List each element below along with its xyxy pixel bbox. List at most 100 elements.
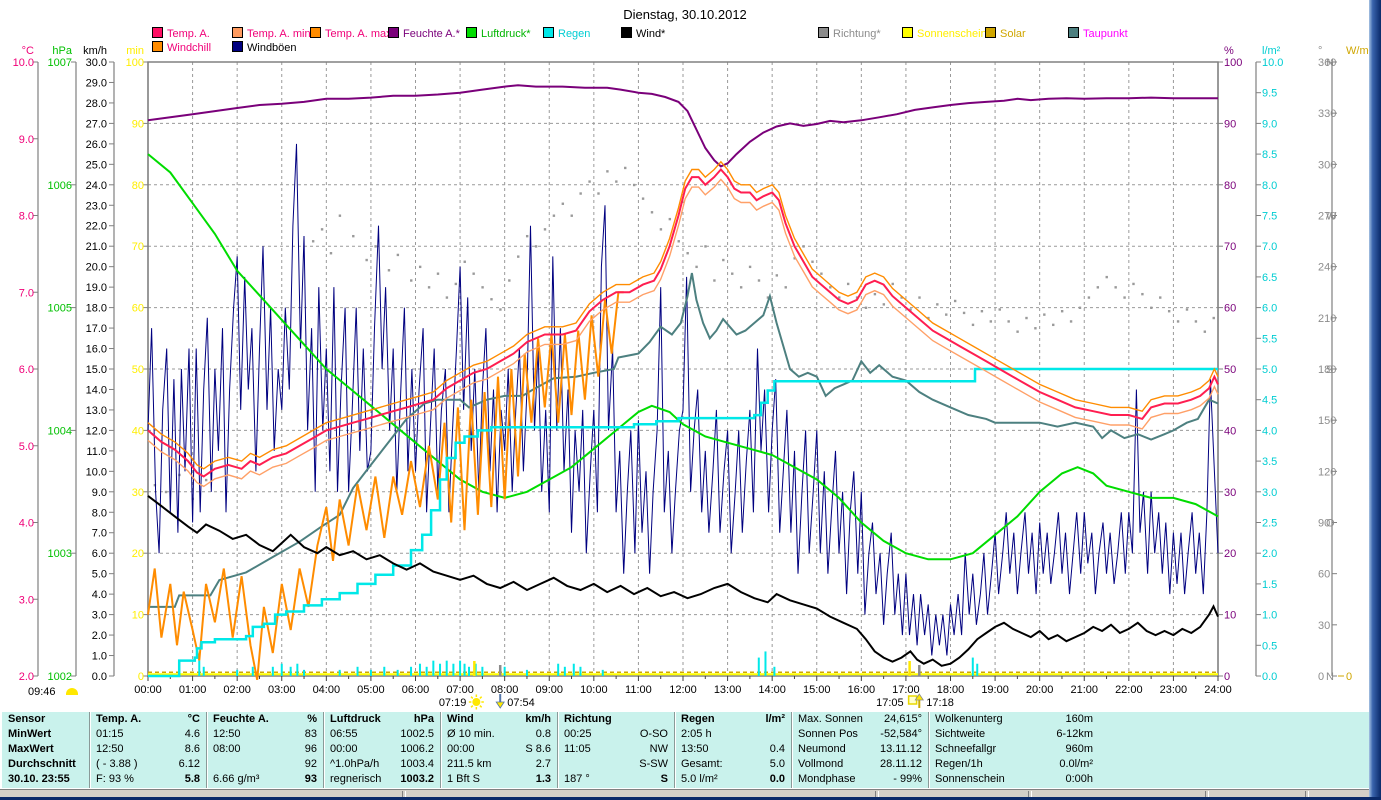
- svg-text:12.0: 12.0: [86, 425, 107, 437]
- series-feuchte: [147, 84, 1218, 168]
- svg-text:30: 30: [1318, 620, 1330, 632]
- moon-icon: [66, 688, 78, 695]
- table-row: ^1.0hPa/h 1003.4: [330, 758, 434, 770]
- svg-text:1002: 1002: [48, 671, 72, 683]
- svg-text:28.0: 28.0: [86, 98, 107, 110]
- legend-item-temp-a-max: Temp. A. max: [310, 27, 392, 40]
- svg-text:18.0: 18.0: [86, 303, 107, 315]
- table-col-wind: Wind km/h Ø 10 min. 0.8 00:00 S 8.6 211.5 km 2.…: [441, 712, 558, 788]
- legend-item-taupunkt: Taupunkt: [1068, 27, 1128, 40]
- svg-text:120: 120: [1318, 466, 1336, 478]
- table-col-richtung: Richtung 00:25 O-SO 11:05 NW S-SW 187 ° S: [558, 712, 675, 788]
- svg-text:60: 60: [1318, 569, 1330, 581]
- svg-text:25.0: 25.0: [86, 159, 107, 171]
- table-row: Neumond 13.11.12: [798, 743, 922, 755]
- svg-text:07:54: 07:54: [507, 697, 535, 709]
- svg-text:01:00: 01:00: [179, 684, 207, 696]
- table-row: 08:00 96: [213, 743, 317, 755]
- table-row: Vollmond 28.11.12: [798, 758, 922, 770]
- svg-text:11.0: 11.0: [86, 446, 107, 458]
- svg-text:5.0: 5.0: [19, 441, 34, 453]
- legend-swatch-icon: [310, 27, 321, 38]
- legend-item-sonnenschein: Sonnenschein: [902, 27, 987, 40]
- svg-text:03:00: 03:00: [268, 684, 296, 696]
- series-temp_min: [147, 178, 1219, 488]
- table-row: Wind km/h: [447, 713, 551, 725]
- table-row: 11:05 NW: [564, 743, 668, 755]
- legend-label: Wind*: [636, 28, 666, 40]
- moon-time-label: 09:46: [28, 686, 56, 698]
- legend-label: Temp. A. min: [247, 28, 311, 40]
- svg-text:l/m²: l/m²: [1262, 45, 1281, 57]
- legend-item-solar: Solar: [985, 27, 1026, 40]
- table-col-temp-a-: Temp. A. °C 01:15 4.6 12:50 8.6 ( - 3.88 ) 6.12…: [90, 712, 207, 788]
- legend-swatch-icon: [621, 27, 632, 38]
- svg-text:6.5: 6.5: [1262, 272, 1277, 284]
- svg-text:14:00: 14:00: [758, 684, 786, 696]
- legend-swatch-icon: [232, 27, 243, 38]
- svg-text:24.0: 24.0: [86, 180, 107, 192]
- series-richtung: [153, 166, 1215, 501]
- svg-text:6.0: 6.0: [19, 364, 34, 376]
- table-row: 1 Bft S 1.3: [447, 773, 551, 785]
- svg-text:2.0: 2.0: [1262, 548, 1277, 560]
- table-row: Gesamt: 5.0: [681, 758, 785, 770]
- axis-kmh: km/h 0.0 1.0 2.0 3.0 4.0 5.0 6.0 7.0 8.0 9.0 10.0 11…: [83, 45, 115, 683]
- svg-text:0.0: 0.0: [92, 671, 107, 683]
- svg-text:5.0: 5.0: [1262, 364, 1277, 376]
- svg-text:4.5: 4.5: [1262, 395, 1277, 407]
- svg-text:20.0: 20.0: [86, 262, 107, 274]
- svg-text:°C: °C: [22, 45, 34, 57]
- svg-text:00:00: 00:00: [134, 684, 162, 696]
- svg-text:2.5: 2.5: [1262, 518, 1277, 530]
- table-row: Regen/1h 0.0l/m²: [935, 758, 1093, 770]
- svg-text:04:00: 04:00: [313, 684, 341, 696]
- svg-text:270: 270: [1318, 211, 1336, 223]
- svg-text:26.0: 26.0: [86, 139, 107, 151]
- table-row: Schneefallgr 960m: [935, 743, 1093, 755]
- axis-lm2: l/m² 0.0 0.5 1.0 1.5 2.0 2.5 3.0 3.5 4.0 4.5 5.0 5.5…: [1255, 45, 1283, 683]
- svg-text:13:00: 13:00: [714, 684, 742, 696]
- table-row: MaxWert: [8, 743, 54, 755]
- svg-text:1005: 1005: [48, 303, 72, 315]
- svg-text:%: %: [1224, 45, 1234, 57]
- table-row: 00:00 S 8.6: [447, 743, 551, 755]
- svg-text:27.0: 27.0: [86, 118, 107, 130]
- legend-swatch-icon: [152, 27, 163, 38]
- svg-text:O: O: [1326, 518, 1335, 530]
- legend-item-temp-a: Temp. A.: [152, 27, 210, 40]
- svg-text:20: 20: [132, 548, 144, 560]
- svg-text:15.0: 15.0: [86, 364, 107, 376]
- svg-text:km/h: km/h: [83, 45, 107, 57]
- legend-item-windb-en: Windböen: [232, 41, 297, 54]
- axis-pct: % 0 10 20 30 40 50 60 70 80 90 100: [1217, 45, 1242, 683]
- table-row: Feuchte A.%: [213, 713, 317, 725]
- table-row: 12:50 83: [213, 728, 317, 740]
- svg-text:08:00: 08:00: [491, 684, 519, 696]
- legend-label: Solar: [1000, 28, 1026, 40]
- svg-text:9.0: 9.0: [92, 487, 107, 499]
- svg-text:5.5: 5.5: [1262, 333, 1277, 345]
- legend-item-regen: Regen: [543, 27, 590, 40]
- svg-text:W/m²: W/m²: [1346, 45, 1369, 57]
- series-taupunkt: [148, 272, 1219, 608]
- svg-text:40: 40: [132, 425, 144, 437]
- svg-text:17.0: 17.0: [86, 323, 107, 335]
- statusbar-divider: [875, 791, 879, 797]
- table-row: Regen l/m²: [681, 713, 785, 725]
- svg-text:10.0: 10.0: [13, 57, 34, 69]
- table-row: S-SW: [639, 758, 668, 770]
- table-row: 2:05 h: [681, 728, 712, 740]
- table-row: Luftdruck hPa: [330, 713, 434, 725]
- svg-text:19:00: 19:00: [981, 684, 1009, 696]
- legend-label: Taupunkt: [1083, 28, 1128, 40]
- statusbar-divider: [1028, 791, 1032, 797]
- table-row: MinWert: [8, 728, 52, 740]
- table-row: Durchschnitt: [8, 758, 76, 770]
- table-row: 211.5 km 2.7: [447, 758, 551, 770]
- svg-text:17:00: 17:00: [892, 684, 920, 696]
- svg-text:0: 0: [1318, 671, 1324, 683]
- table-row: 00:25 O-SO: [564, 728, 668, 740]
- series-regen_bars: [198, 651, 979, 676]
- svg-text:0.5: 0.5: [1262, 640, 1277, 652]
